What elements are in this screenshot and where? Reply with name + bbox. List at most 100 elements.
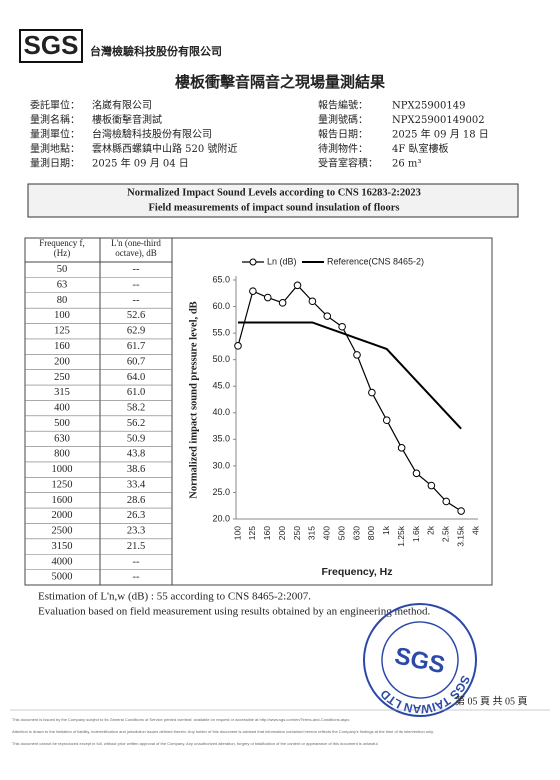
data-point [323,312,332,320]
y-tick-label: 30.0 [212,460,230,470]
table-cell: 200 [54,356,70,367]
x-tick-label: 500 [336,526,346,540]
report-title: 樓板衝擊音隔音之現場量測結果 [175,73,386,91]
info-value: NPX25900149 [392,101,466,112]
table-cell: -- [133,572,140,583]
logo: SGS [24,30,79,60]
table-cell: 1000 [52,464,73,475]
table-cell: 28.6 [127,495,145,506]
x-tick-label: 1.25k [396,525,406,547]
info-value: 洺崴有限公司 [92,99,152,112]
table-cell: 630 [54,433,70,444]
reference-line [238,321,462,430]
x-tick-label: 4k [470,525,480,535]
table-cell: 26.3 [127,510,145,521]
stamp-logo: SGS [392,642,447,679]
info-value: 2025 年 09 月 04 日 [92,157,189,170]
table-cell: 50 [57,264,68,275]
y-tick-label: 65.0 [212,274,230,284]
info-label: 量測單位： [30,128,80,141]
table-cell: 61.7 [127,341,145,352]
info-value: 4F 臥室樓板 [392,142,448,155]
y-tick-label: 45.0 [212,381,230,391]
stamp-ring [363,603,477,717]
data-point [412,469,421,478]
table-cell: -- [133,264,140,275]
table-cell: 33.4 [127,479,146,490]
table-cell: 125 [54,326,70,337]
data-point [263,293,272,302]
table-cell: 1600 [52,495,73,506]
table-header: L'n (one-third octave), dB [111,238,161,258]
x-tick-label: 2k [426,525,436,535]
y-tick-label: 55.0 [212,327,230,337]
info-label: 報告日期： [318,128,368,141]
info-label: 量測地點： [30,142,80,155]
stamp-ring [381,621,459,699]
note: Evaluation based on field measurement us… [38,606,430,618]
x-tick-label: 3.15k [455,525,465,547]
info-label: 量測日期： [30,157,80,170]
table-cell: 1250 [52,479,73,490]
info-label: 量測名稱： [30,113,80,126]
x-tick-label: 400 [322,526,332,540]
x-tick-label: 200 [277,526,287,540]
table-cell: -- [133,279,140,290]
banner-line: Normalized Impact Sound Levels according… [127,187,421,198]
table-cell: 60.7 [127,356,145,367]
legend-label: Ln (dB) [267,256,297,266]
info-label: 報告編號： [318,99,368,112]
table-frame [24,237,493,586]
info-value: 2025 年 09 月 18 日 [392,128,489,141]
data-point [293,281,302,290]
note: Estimation of L'n,w (dB) : 55 according … [38,591,311,603]
info-label: 量測號碼： [318,113,368,126]
x-axis-label: Frequency, Hz [322,566,393,578]
x-tick-label: 1.6k [411,525,421,542]
table-cell: 21.5 [127,541,145,552]
table-cell: 43.8 [127,449,145,460]
table-cell: 58.2 [127,403,145,414]
table-cell: 100 [54,310,70,321]
table-cell: 63 [57,279,68,290]
table-cell: -- [133,295,140,306]
x-tick-label: 2.5k [441,525,451,542]
x-tick-label: 1k [381,525,391,535]
y-tick-label: 25.0 [212,487,230,497]
data-point [234,342,242,350]
table-header-line: (Hz) [54,248,71,258]
x-tick-label: 250 [292,526,302,540]
y-tick-label: 35.0 [212,434,230,444]
company: 台灣檢驗科技股份有限公司 [90,44,222,58]
data-point [338,322,346,331]
fine-print: Attention is drawn to the limitation of … [12,729,434,734]
info-label: 待測物件： [318,142,368,155]
data-point [308,297,317,306]
y-tick-label: 20.0 [212,513,230,523]
table-cell: 4000 [52,556,73,567]
data-point [382,416,391,425]
table-cell: 64.0 [127,372,145,383]
info-label: 受音室容積： [318,157,378,170]
info-value: 樓板衝擊音測試 [92,113,162,126]
y-tick-label: 50.0 [212,354,230,364]
table-cell: 160 [54,341,70,352]
data-point [442,497,451,506]
info-value: 雲林縣西螺鎮中山路 520 號附近 [92,142,237,155]
legend-marker [249,258,257,266]
x-tick-label: 100 [232,526,242,540]
table-cell: 250 [54,372,70,383]
x-tick-label: 800 [366,526,376,540]
banner-box [27,183,519,218]
table-cell: 5000 [52,572,73,583]
table-cell: 2500 [52,526,73,537]
fine-print: This document cannot be reproduced excep… [12,741,379,746]
data-point [353,351,361,359]
data-line [237,284,462,512]
table-cell: 52.6 [127,310,145,321]
table-header-line: Frequency f, [39,238,84,248]
table-cell: 800 [54,449,70,460]
info-value: 台灣檢驗科技股份有限公司 [92,128,212,141]
table-header-line: octave), dB [115,248,156,258]
table-cell: 315 [54,387,70,398]
